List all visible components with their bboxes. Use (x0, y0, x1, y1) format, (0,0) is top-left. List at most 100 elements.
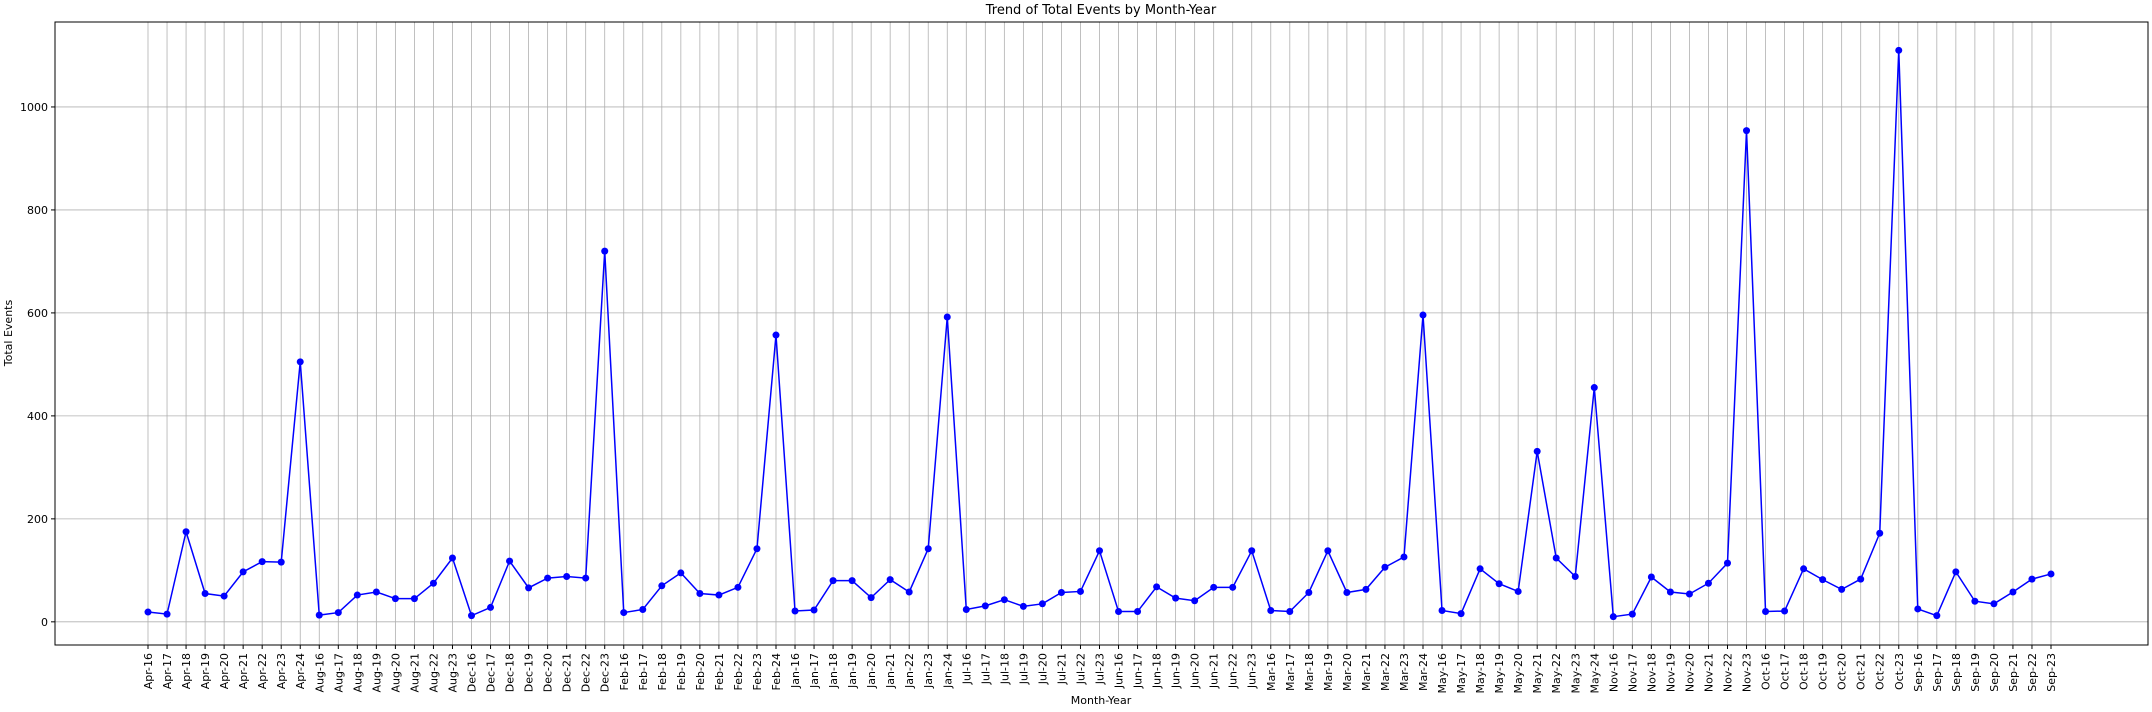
point (1305, 588, 1313, 596)
point (2047, 570, 2055, 578)
point (1971, 597, 1979, 605)
x-tick-label: May-18 (1474, 653, 1487, 694)
x-tick-label: Sep-20 (1988, 653, 2001, 692)
x-tick-label: Sep-23 (2045, 653, 2058, 692)
point (372, 588, 380, 596)
x-tick-label: Sep-17 (1931, 653, 1944, 692)
x-tick-label: Dec-21 (561, 653, 574, 692)
point (791, 607, 799, 615)
point (1324, 547, 1332, 555)
point (1933, 612, 1941, 620)
x-tick-label: Oct-17 (1779, 653, 1792, 690)
point (144, 608, 152, 616)
point (1590, 384, 1598, 392)
point (315, 611, 323, 619)
x-tick-label: Nov-16 (1607, 653, 1620, 692)
point (1552, 554, 1560, 562)
point (829, 577, 837, 585)
point (1819, 576, 1827, 584)
x-tick-label: Feb-19 (675, 653, 688, 690)
point (620, 609, 628, 617)
x-tick-label: Dec-23 (599, 653, 612, 692)
x-tick-label: Sep-22 (2026, 653, 2039, 692)
x-tick-label: Apr-17 (161, 653, 174, 689)
point (639, 605, 647, 613)
x-tick-label: Dec-17 (485, 653, 498, 692)
point (2009, 588, 2017, 596)
point (658, 582, 666, 590)
x-tick-label: Jan-18 (827, 653, 840, 689)
x-tick-label: Apr-20 (218, 653, 231, 689)
point (962, 605, 970, 613)
x-tick-label: Jul-23 (1094, 653, 1107, 685)
x-tick-label: Jul-20 (1036, 653, 1049, 685)
point (1743, 127, 1751, 135)
x-tick-label: Jan-17 (808, 653, 821, 689)
x-tick-label: Jul-16 (960, 653, 973, 685)
point (734, 583, 742, 591)
x-tick-label: Nov-19 (1664, 653, 1677, 692)
point (258, 558, 266, 566)
point (924, 545, 932, 553)
x-tick-label: Mar-22 (1379, 653, 1392, 691)
point (410, 595, 418, 603)
x-tick-label: Dec-16 (466, 653, 479, 692)
x-tick-label: Mar-19 (1322, 653, 1335, 691)
point (1952, 568, 1960, 576)
x-tick-label: Nov-23 (1741, 653, 1754, 692)
point (1476, 565, 1484, 573)
x-tick-label: Nov-20 (1683, 653, 1696, 692)
x-tick-label: May-16 (1436, 653, 1449, 694)
point (1704, 579, 1712, 587)
point (905, 588, 913, 596)
point (772, 331, 780, 339)
x-tick-label: Aug-16 (313, 653, 326, 692)
x-tick-label: Feb-16 (618, 653, 631, 690)
point (1838, 585, 1846, 593)
point (886, 576, 894, 584)
x-tick-label: Apr-24 (294, 653, 307, 689)
x-tick-label: Sep-21 (2007, 653, 2020, 692)
x-tick-label: Oct-19 (1817, 653, 1830, 690)
point (1248, 547, 1256, 555)
x-tick-label: Feb-20 (694, 653, 707, 690)
point (1286, 608, 1294, 616)
x-tick-label: Aug-20 (389, 653, 402, 692)
point (1895, 46, 1903, 54)
x-tick-label: Jul-21 (1055, 653, 1068, 685)
x-tick-label: Dec-22 (580, 653, 593, 692)
point (1057, 588, 1065, 596)
x-tick-label: Aug-23 (446, 653, 459, 692)
x-tick-label: Feb-23 (751, 653, 764, 690)
x-tick-label: Mar-21 (1360, 653, 1373, 691)
x-tick-label: Dec-18 (504, 653, 517, 692)
point (1800, 565, 1808, 573)
point (677, 569, 685, 577)
x-tick-label: Sep-18 (1950, 653, 1963, 692)
point (1038, 600, 1046, 608)
point (1914, 605, 1922, 613)
x-tick-label: Feb-18 (656, 653, 669, 690)
y-tick-label: 600 (27, 307, 48, 320)
x-tick-label: May-22 (1550, 653, 1563, 694)
point (163, 610, 171, 618)
x-tick-label: May-21 (1531, 653, 1544, 694)
point (1762, 608, 1770, 616)
point (429, 579, 437, 587)
point (1781, 607, 1789, 615)
point (1514, 587, 1522, 595)
x-tick-label: Jul-19 (1017, 653, 1030, 685)
x-tick-label: Sep-19 (1969, 653, 1982, 692)
x-tick-label: Jun-21 (1208, 653, 1221, 689)
x-tick-label: Sep-16 (1912, 653, 1925, 692)
x-tick-label: Apr-18 (180, 653, 193, 689)
point (448, 554, 456, 562)
x-tick-label: Apr-16 (142, 653, 155, 689)
point (601, 247, 609, 255)
x-tick-label: Nov-18 (1645, 653, 1658, 692)
y-axis-label: Total Events (2, 300, 15, 368)
point (1495, 580, 1503, 588)
x-tick-label: May-20 (1512, 653, 1525, 694)
x-tick-label: Jan-19 (846, 653, 859, 689)
